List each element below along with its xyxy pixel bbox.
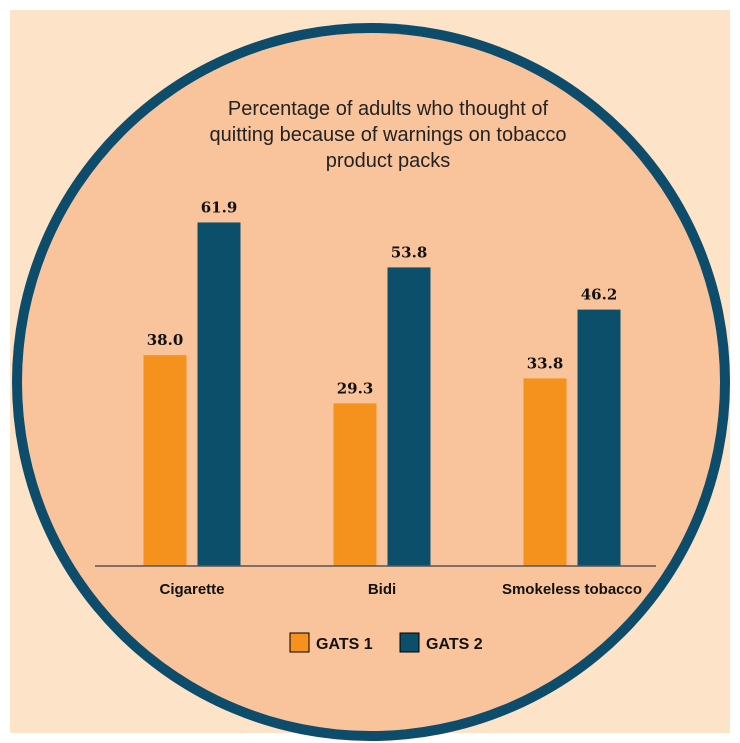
chart-title-line-2: quitting because of warnings on tobacco bbox=[210, 124, 567, 146]
category-label-bidi: Bidi bbox=[368, 581, 396, 598]
bar-gats1-smokeless-tobacco bbox=[523, 378, 567, 566]
legend-label-gats1: GATS 1 bbox=[316, 636, 373, 653]
bar-gats2-bidi bbox=[387, 267, 431, 566]
value-labels-layer: 38.0 61.9 29.3 53.8 33.8 46.2 bbox=[147, 198, 618, 397]
chart-title-line-1: Percentage of adults who thought of bbox=[228, 98, 549, 120]
legend: GATS 1 GATS 2 bbox=[289, 632, 483, 653]
value-label-gats2-smokeless-tobacco: 46.2 bbox=[581, 286, 618, 304]
category-label-smokeless-tobacco: Smokeless tobacco bbox=[502, 581, 642, 598]
bar-gats1-cigarette bbox=[143, 355, 187, 566]
bar-gats1-bidi bbox=[333, 403, 377, 566]
category-labels-layer: Cigarette Bidi Smokeless tobacco bbox=[159, 581, 642, 598]
legend-label-gats2: GATS 2 bbox=[426, 636, 483, 653]
value-label-gats1-cigarette: 38.0 bbox=[147, 331, 184, 349]
bar-gats2-smokeless-tobacco bbox=[577, 309, 621, 566]
chart-title-line-3: product packs bbox=[326, 150, 451, 172]
legend-swatch-gats2 bbox=[399, 632, 420, 653]
value-label-gats2-cigarette: 61.9 bbox=[201, 198, 238, 216]
value-label-gats1-smokeless-tobacco: 33.8 bbox=[527, 354, 564, 372]
value-label-gats1-bidi: 29.3 bbox=[337, 379, 374, 397]
legend-swatch-gats1 bbox=[289, 632, 310, 653]
category-label-cigarette: Cigarette bbox=[159, 581, 224, 598]
bar-gats2-cigarette bbox=[197, 222, 241, 566]
value-label-gats2-bidi: 53.8 bbox=[391, 243, 428, 261]
bars-layer bbox=[143, 222, 621, 566]
